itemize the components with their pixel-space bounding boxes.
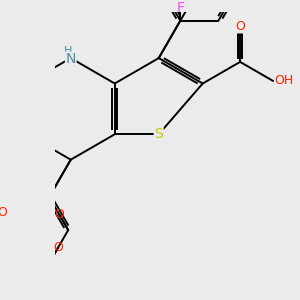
Text: O: O: [235, 20, 245, 33]
Text: OH: OH: [274, 74, 293, 88]
Text: S: S: [154, 127, 163, 141]
Text: H: H: [64, 46, 72, 56]
Text: O: O: [54, 208, 64, 221]
Text: F: F: [176, 1, 184, 15]
Text: O: O: [53, 241, 63, 254]
Text: N: N: [66, 52, 76, 66]
Text: O: O: [0, 206, 7, 219]
